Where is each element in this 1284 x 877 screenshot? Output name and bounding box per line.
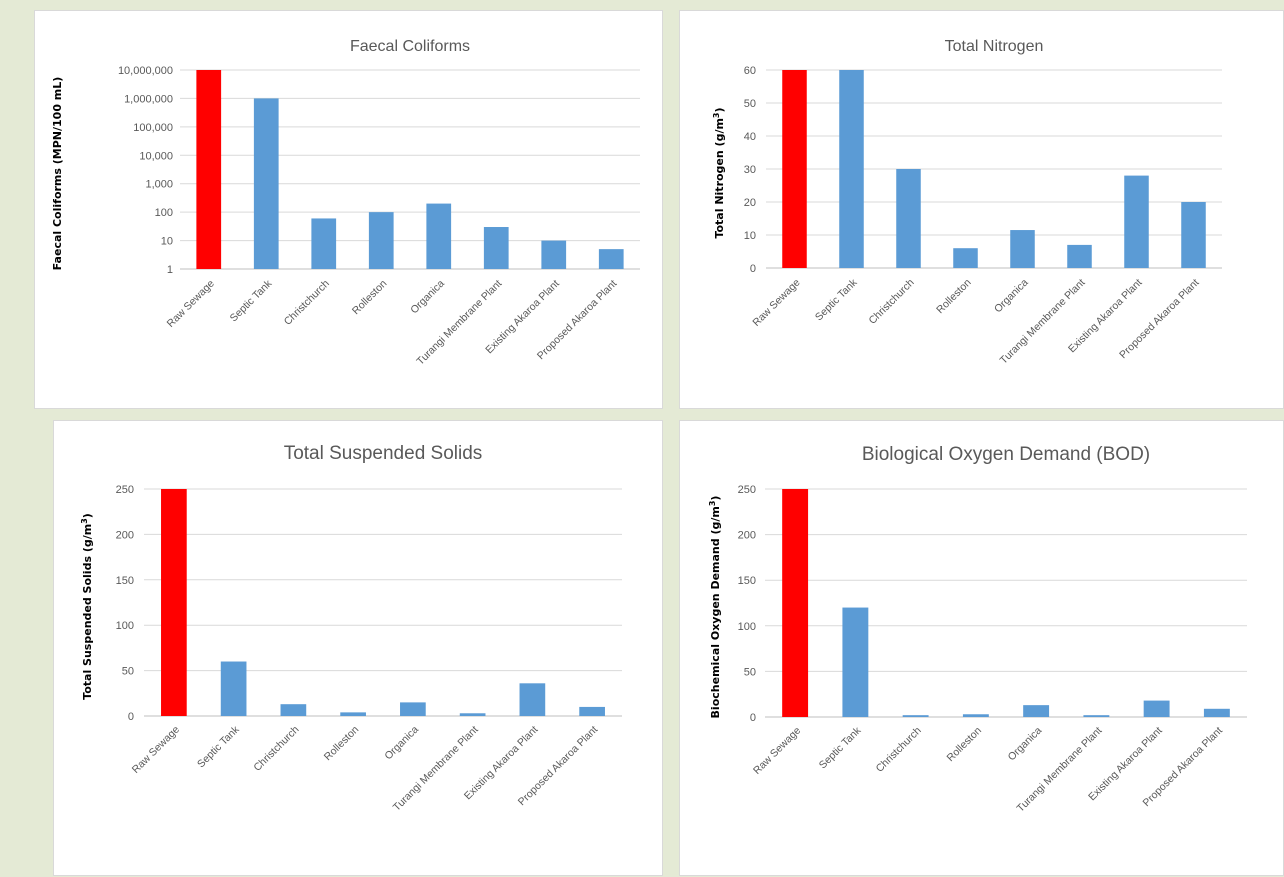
total-suspended-solids-chart-svg: Total Suspended Solids 0 50 100 150 200 250 Raw… bbox=[80, 443, 622, 814]
bar-raw-sewage bbox=[161, 489, 187, 716]
y-tick-label: 50 bbox=[744, 666, 756, 678]
y-tick-label: 1,000 bbox=[145, 179, 173, 191]
bar-septic-tank bbox=[839, 70, 864, 268]
y-tick-label: 0 bbox=[128, 711, 134, 723]
bar-organica bbox=[400, 702, 426, 716]
bar-organica bbox=[426, 203, 452, 269]
y-tick-label: 10,000 bbox=[139, 150, 173, 162]
x-category-label: Raw Sewage bbox=[130, 724, 182, 776]
y-tick-label: 100 bbox=[116, 620, 134, 632]
x-category-label: Rolleston bbox=[350, 278, 390, 318]
bar-existing-akaroa-plant bbox=[1143, 700, 1170, 717]
faecal-coliforms-chart-svg: Faecal Coliforms 1 10 100 1,000 10,000 100,000… bbox=[51, 38, 640, 368]
bar-christchurch bbox=[280, 704, 307, 716]
y-tick-label: 1 bbox=[167, 264, 173, 276]
x-category-label: Raw Sewage bbox=[165, 278, 217, 330]
bar-septic-tank bbox=[842, 607, 869, 717]
chart-title: Total Nitrogen bbox=[945, 38, 1044, 55]
y-tick-label: 50 bbox=[122, 666, 134, 678]
x-category-label: Septic Tank bbox=[813, 276, 860, 323]
x-category-label: Raw Sewage bbox=[750, 277, 802, 329]
bod-chart-panel: Biological Oxygen Demand (BOD) 0 50 100 150 2… bbox=[679, 420, 1284, 876]
y-tick-label: 100 bbox=[738, 621, 756, 633]
bar-proposed-akaroa-plant bbox=[1181, 202, 1206, 268]
bar-rolleston bbox=[953, 248, 978, 268]
bar-existing-akaroa-plant bbox=[1124, 175, 1149, 268]
y-tick-label: 50 bbox=[744, 98, 756, 110]
bar-organica bbox=[1010, 230, 1035, 268]
y-axis-label: Total Nitrogen (g/m3) bbox=[712, 107, 726, 238]
bar-septic-tank bbox=[253, 98, 279, 269]
bar-proposed-akaroa-plant bbox=[598, 249, 624, 269]
bar-christchurch bbox=[896, 169, 921, 268]
y-tick-label: 10,000,000 bbox=[118, 65, 173, 77]
chart-title: Total Suspended Solids bbox=[284, 443, 483, 464]
y-tick-label: 100,000 bbox=[133, 122, 173, 134]
bar-organica bbox=[1023, 705, 1050, 717]
x-category-label: Organica bbox=[382, 724, 421, 763]
y-tick-label: 10 bbox=[744, 230, 756, 242]
x-category-label: Raw Sewage bbox=[751, 725, 803, 777]
x-category-label: Christchurch bbox=[866, 277, 916, 327]
bar-raw-sewage bbox=[782, 489, 809, 717]
y-axis-label: Total Suspended Solids (g/m3) bbox=[80, 513, 94, 700]
y-tick-label: 60 bbox=[744, 65, 756, 77]
x-category-label: Organica bbox=[992, 277, 1031, 316]
bar-turangi-membrane-plant bbox=[1067, 244, 1092, 268]
total-nitrogen-chart-panel: Total Nitrogen 0 10 20 30 40 50 60 Raw Sewage Sep… bbox=[679, 10, 1284, 409]
x-category-label: Christchurch bbox=[251, 724, 301, 774]
x-category-label: Rolleston bbox=[945, 725, 985, 765]
bar-raw-sewage bbox=[196, 70, 222, 269]
bar-existing-akaroa-plant bbox=[541, 240, 567, 269]
x-category-label: Christchurch bbox=[874, 725, 924, 775]
y-tick-label: 150 bbox=[738, 575, 756, 587]
y-tick-label: 100 bbox=[155, 207, 173, 219]
bar-turangi-membrane-plant bbox=[1083, 715, 1110, 717]
y-tick-label: 20 bbox=[744, 197, 756, 209]
x-category-label: Organica bbox=[1006, 725, 1045, 764]
bar-septic-tank bbox=[220, 661, 247, 716]
y-tick-label: 30 bbox=[744, 164, 756, 176]
y-tick-label: 10 bbox=[161, 236, 173, 248]
bar-christchurch bbox=[902, 715, 929, 717]
y-tick-label: 0 bbox=[750, 263, 756, 275]
bar-proposed-akaroa-plant bbox=[1203, 708, 1230, 717]
x-category-label: Septic Tank bbox=[228, 277, 275, 324]
x-category-label: Organica bbox=[408, 278, 447, 317]
x-category-label: Rolleston bbox=[322, 724, 362, 764]
x-category-label: Septic Tank bbox=[195, 723, 242, 770]
biological-oxygen-demand-bod-chart-svg: Biological Oxygen Demand (BOD) 0 50 100 150 2… bbox=[708, 444, 1247, 815]
y-tick-label: 0 bbox=[750, 712, 756, 724]
y-tick-label: 40 bbox=[744, 131, 756, 143]
x-category-label: Septic Tank bbox=[817, 724, 864, 771]
bar-existing-akaroa-plant bbox=[519, 683, 546, 716]
bar-turangi-membrane-plant bbox=[459, 713, 486, 716]
bar-rolleston bbox=[368, 212, 394, 269]
y-axis-label: Faecal Coliforms (MPN/100 mL) bbox=[51, 77, 64, 271]
x-category-label: Christchurch bbox=[282, 278, 332, 328]
bar-rolleston bbox=[962, 714, 989, 717]
bar-proposed-akaroa-plant bbox=[579, 706, 605, 716]
y-axis-label: Biochemical Oxygen Demand (g/m3) bbox=[708, 496, 722, 719]
y-tick-label: 250 bbox=[738, 484, 756, 496]
chart-title: Biological Oxygen Demand (BOD) bbox=[862, 444, 1150, 465]
y-tick-label: 250 bbox=[116, 484, 134, 496]
x-category-label: Rolleston bbox=[934, 277, 974, 317]
bar-turangi-membrane-plant bbox=[483, 227, 509, 269]
bar-rolleston bbox=[340, 712, 366, 716]
y-tick-label: 200 bbox=[738, 530, 756, 542]
bar-raw-sewage bbox=[782, 70, 807, 268]
total-nitrogen-chart-svg: Total Nitrogen 0 10 20 30 40 50 60 Raw Sewage Sep… bbox=[712, 38, 1222, 367]
chart-title: Faecal Coliforms bbox=[350, 38, 470, 55]
bar-christchurch bbox=[311, 218, 337, 269]
y-tick-label: 1,000,000 bbox=[124, 93, 173, 105]
faecal-coliforms-chart-panel: Faecal Coliforms 1 10 100 1,000 10,000 100,000… bbox=[34, 10, 663, 409]
y-tick-label: 150 bbox=[116, 575, 134, 587]
y-tick-label: 200 bbox=[116, 529, 134, 541]
total-suspended-solids-chart-panel: Total Suspended Solids 0 50 100 150 200 250 Raw… bbox=[53, 420, 663, 876]
